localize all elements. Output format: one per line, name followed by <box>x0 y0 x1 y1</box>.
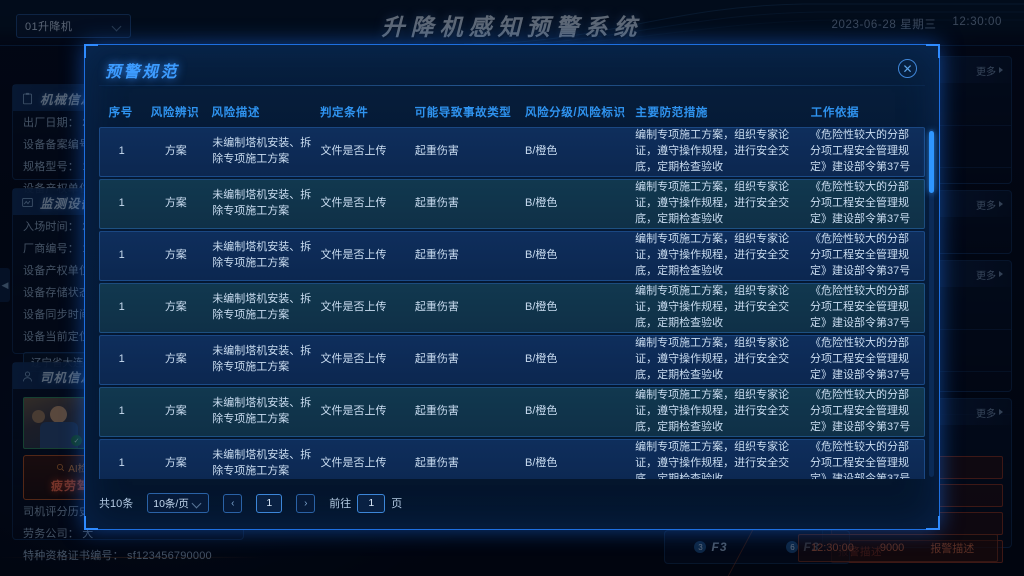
cell-measure: 编制专项施工方案，组织专家论证，遵守操作规程，进行安全交底，定期检查验收 <box>635 181 790 225</box>
modal-divider <box>99 85 925 86</box>
page-size-value: 10条/页 <box>153 497 189 510</box>
warning-spec-modal: 预警规范 ✕ 序号 风险辨识 风险描述 判定条件 可能导致事故类型 风险分级/风… <box>84 44 940 530</box>
cell-type: 起重伤害 <box>414 197 459 210</box>
cell-desc: 未编制塔机安装、拆除专项施工方案 <box>212 449 312 477</box>
corner-marker <box>84 516 98 530</box>
cell-basis: 《危险性较大的分部分项工程安全管理规定》建设部令第37号 <box>810 285 911 329</box>
cell-grade: B/橙色 <box>524 249 558 262</box>
column-header-index: 序号 <box>108 107 133 119</box>
goto-label: 前往 <box>329 498 352 510</box>
cell-index: 1 <box>118 353 125 366</box>
cell-ident: 方案 <box>164 197 187 210</box>
cell-grade: B/橙色 <box>524 301 558 314</box>
cell-measure: 编制专项施工方案，组织专家论证，遵守操作规程，进行安全交底，定期检查验收 <box>635 285 790 329</box>
goto-unit: 页 <box>391 498 403 510</box>
table-body[interactable]: 1 方案 未编制塔机安装、拆除专项施工方案 文件是否上传 起重伤害 B/橙色 编… <box>99 127 925 479</box>
cell-basis: 《危险性较大的分部分项工程安全管理规定》建设部令第37号 <box>810 441 911 479</box>
cell-index: 1 <box>118 197 125 210</box>
cell-desc: 未编制塔机安装、拆除专项施工方案 <box>212 345 312 373</box>
prev-page-button[interactable]: ‹ <box>223 493 243 513</box>
table-row[interactable]: 1 方案 未编制塔机安装、拆除专项施工方案 文件是否上传 起重伤害 B/橙色 编… <box>99 283 925 333</box>
cell-basis: 《危险性较大的分部分项工程安全管理规定》建设部令第37号 <box>810 389 911 433</box>
cell-basis: 《危险性较大的分部分项工程安全管理规定》建设部令第37号 <box>810 233 911 277</box>
cell-ident: 方案 <box>164 301 187 314</box>
cell-measure: 编制专项施工方案，组织专家论证，遵守操作规程，进行安全交底，定期检查验收 <box>635 129 790 173</box>
cell-type: 起重伤害 <box>414 457 459 470</box>
table-row[interactable]: 1 方案 未编制塔机安装、拆除专项施工方案 文件是否上传 起重伤害 B/橙色 编… <box>99 335 925 385</box>
table-row[interactable]: 1 方案 未编制塔机安装、拆除专项施工方案 文件是否上传 起重伤害 B/橙色 编… <box>99 439 925 479</box>
cell-index: 1 <box>118 145 125 158</box>
cell-grade: B/橙色 <box>524 197 558 210</box>
cell-type: 起重伤害 <box>414 249 459 262</box>
cell-basis: 《危险性较大的分部分项工程安全管理规定》建设部令第37号 <box>810 337 911 381</box>
cell-type: 起重伤害 <box>414 353 459 366</box>
cell-basis: 《危险性较大的分部分项工程安全管理规定》建设部令第37号 <box>810 181 911 225</box>
cell-grade: B/橙色 <box>524 145 558 158</box>
column-header-measure: 主要防范措施 <box>635 107 708 119</box>
table-row[interactable]: 1 方案 未编制塔机安装、拆除专项施工方案 文件是否上传 起重伤害 B/橙色 编… <box>99 231 925 281</box>
column-header-basis: 工作依据 <box>810 107 860 119</box>
corner-marker <box>84 44 98 58</box>
chevron-down-icon <box>193 499 202 508</box>
cell-desc: 未编制塔机安装、拆除专项施工方案 <box>212 241 312 269</box>
cell-cond: 文件是否上传 <box>320 197 387 210</box>
corner-marker <box>926 44 940 58</box>
column-header-desc: 风险描述 <box>211 107 260 119</box>
cell-cond: 文件是否上传 <box>320 353 387 366</box>
column-header-cond: 判定条件 <box>319 107 369 119</box>
cell-type: 起重伤害 <box>414 405 459 418</box>
table-row[interactable]: 1 方案 未编制塔机安装、拆除专项施工方案 文件是否上传 起重伤害 B/橙色 编… <box>99 179 925 229</box>
goto-page-input[interactable]: 1 <box>357 493 386 513</box>
cell-measure: 编制专项施工方案，组织专家论证，遵守操作规程，进行安全交底，定期检查验收 <box>635 441 790 479</box>
cell-ident: 方案 <box>164 457 187 470</box>
pagination-total: 共10条 <box>99 498 134 510</box>
cell-desc: 未编制塔机安装、拆除专项施工方案 <box>212 189 312 217</box>
cell-grade: B/橙色 <box>524 353 558 366</box>
column-header-grade: 风险分级/风险标识 <box>524 107 626 119</box>
cell-desc: 未编制塔机安装、拆除专项施工方案 <box>212 137 312 165</box>
cell-index: 1 <box>118 457 125 470</box>
cell-cond: 文件是否上传 <box>320 301 387 314</box>
cell-ident: 方案 <box>164 145 187 158</box>
page-number-1[interactable]: 1 <box>256 493 283 513</box>
next-page-button[interactable]: › <box>296 493 316 513</box>
cell-cond: 文件是否上传 <box>320 249 387 262</box>
corner-marker <box>926 516 940 530</box>
cell-index: 1 <box>118 249 125 262</box>
cell-measure: 编制专项施工方案，组织专家论证，遵守操作规程，进行安全交底，定期检查验收 <box>635 337 790 381</box>
cell-cond: 文件是否上传 <box>320 145 387 158</box>
cell-ident: 方案 <box>164 353 187 366</box>
cell-measure: 编制专项施工方案，组织专家论证，遵守操作规程，进行安全交底，定期检查验收 <box>635 233 790 277</box>
pagination: 共10条 10条/页 ‹ 1 › 前往 1 页 <box>99 491 925 515</box>
cell-grade: B/橙色 <box>524 405 558 418</box>
goto-page-group: 前往 1 页 <box>329 493 403 513</box>
cell-desc: 未编制塔机安装、拆除专项施工方案 <box>212 293 312 321</box>
cell-grade: B/橙色 <box>524 457 558 470</box>
table-row[interactable]: 1 方案 未编制塔机安装、拆除专项施工方案 文件是否上传 起重伤害 B/橙色 编… <box>99 127 925 177</box>
close-icon[interactable]: ✕ <box>898 59 917 78</box>
column-header-type: 可能导致事故类型 <box>414 107 512 119</box>
cell-measure: 编制专项施工方案，组织专家论证，遵守操作规程，进行安全交底，定期检查验收 <box>635 389 790 433</box>
cell-type: 起重伤害 <box>414 145 459 158</box>
cell-cond: 文件是否上传 <box>320 405 387 418</box>
cell-cond: 文件是否上传 <box>320 457 387 470</box>
modal-title: 预警规范 <box>105 64 180 81</box>
table-scrollbar[interactable] <box>929 129 934 477</box>
cell-basis: 《危险性较大的分部分项工程安全管理规定》建设部令第37号 <box>810 129 911 173</box>
cell-ident: 方案 <box>164 405 187 418</box>
page-size-selector[interactable]: 10条/页 <box>147 493 210 513</box>
cell-index: 1 <box>118 405 125 418</box>
cell-ident: 方案 <box>164 249 187 262</box>
table-header-row: 序号 风险辨识 风险描述 判定条件 可能导致事故类型 风险分级/风险标识 主要防… <box>99 97 925 127</box>
cell-desc: 未编制塔机安装、拆除专项施工方案 <box>212 397 312 425</box>
table-scrollbar-thumb[interactable] <box>929 131 934 193</box>
column-header-ident: 风险辨识 <box>150 107 200 119</box>
table-row[interactable]: 1 方案 未编制塔机安装、拆除专项施工方案 文件是否上传 起重伤害 B/橙色 编… <box>99 387 925 437</box>
cell-type: 起重伤害 <box>414 301 459 314</box>
cell-index: 1 <box>118 301 125 314</box>
